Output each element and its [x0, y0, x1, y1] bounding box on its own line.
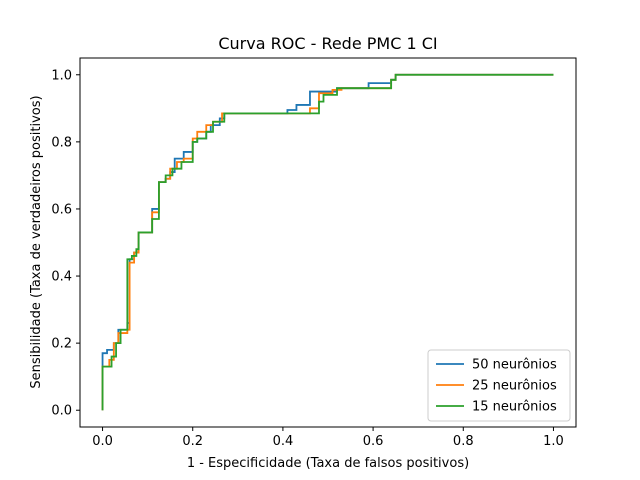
legend-label-3: 15 neurônios [472, 400, 557, 415]
legend-box [427, 349, 571, 422]
x-tick-label: 0.6 [363, 434, 384, 449]
x-tick-label: 1.0 [543, 434, 564, 449]
x-axis-label: 1 - Especificidade (Taxa de falsos posit… [187, 456, 469, 471]
y-tick-label: 0.2 [51, 337, 72, 352]
legend-label-2: 25 neurônios [472, 379, 557, 394]
y-tick-label: 0.4 [51, 270, 72, 285]
y-axis-label: Sensibilidade (Taxa de verdadeiros posit… [29, 95, 44, 388]
y-tick-label: 1.0 [51, 68, 72, 83]
legend-label-1: 50 neurônios [472, 358, 557, 373]
axes-frame [79, 57, 577, 428]
x-tick-label: 0.8 [453, 434, 474, 449]
legend: 50 neurônios 25 neurônios 15 neurônios [427, 349, 571, 422]
series-line-2 [101, 73, 554, 411]
chart-title: Curva ROC - Rede PMC 1 CI [218, 34, 437, 53]
y-tick-label: 0.0 [51, 404, 72, 419]
plot-area [101, 73, 554, 411]
y-tick-label: 0.6 [51, 202, 72, 217]
x-tick-label: 0.2 [182, 434, 203, 449]
axes: 0.0 0.2 0.4 0.6 0.8 1.0 0.0 0.2 0.4 0.6 0.8 1.0 [51, 57, 577, 449]
x-tick-label: 0.4 [273, 434, 294, 449]
series-line-3 [101, 73, 554, 411]
x-tick-label: 0.0 [92, 434, 113, 449]
y-tick-label: 0.8 [51, 135, 72, 150]
